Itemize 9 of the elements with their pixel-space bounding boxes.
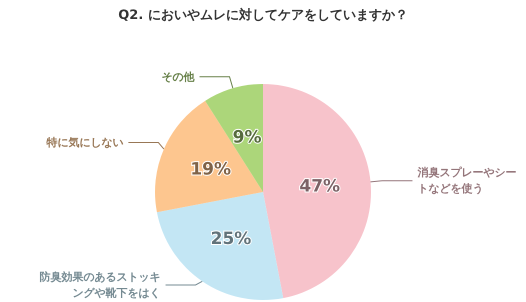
data-label: 19% (190, 159, 232, 180)
chart-title: Q2. においやムレに対してケアをしていますか？ (118, 7, 408, 23)
data-label: 9% (232, 127, 262, 148)
slice-label: 消臭スプレーやシートなどを使う (416, 166, 516, 196)
slice-label: その他 (162, 70, 196, 84)
data-label: 25% (210, 229, 252, 250)
slice-label: 防臭効果のあるストッキングや靴下をはく (40, 270, 161, 300)
slice-label: 特に気にしない (45, 136, 124, 150)
data-label: 47% (299, 176, 340, 197)
